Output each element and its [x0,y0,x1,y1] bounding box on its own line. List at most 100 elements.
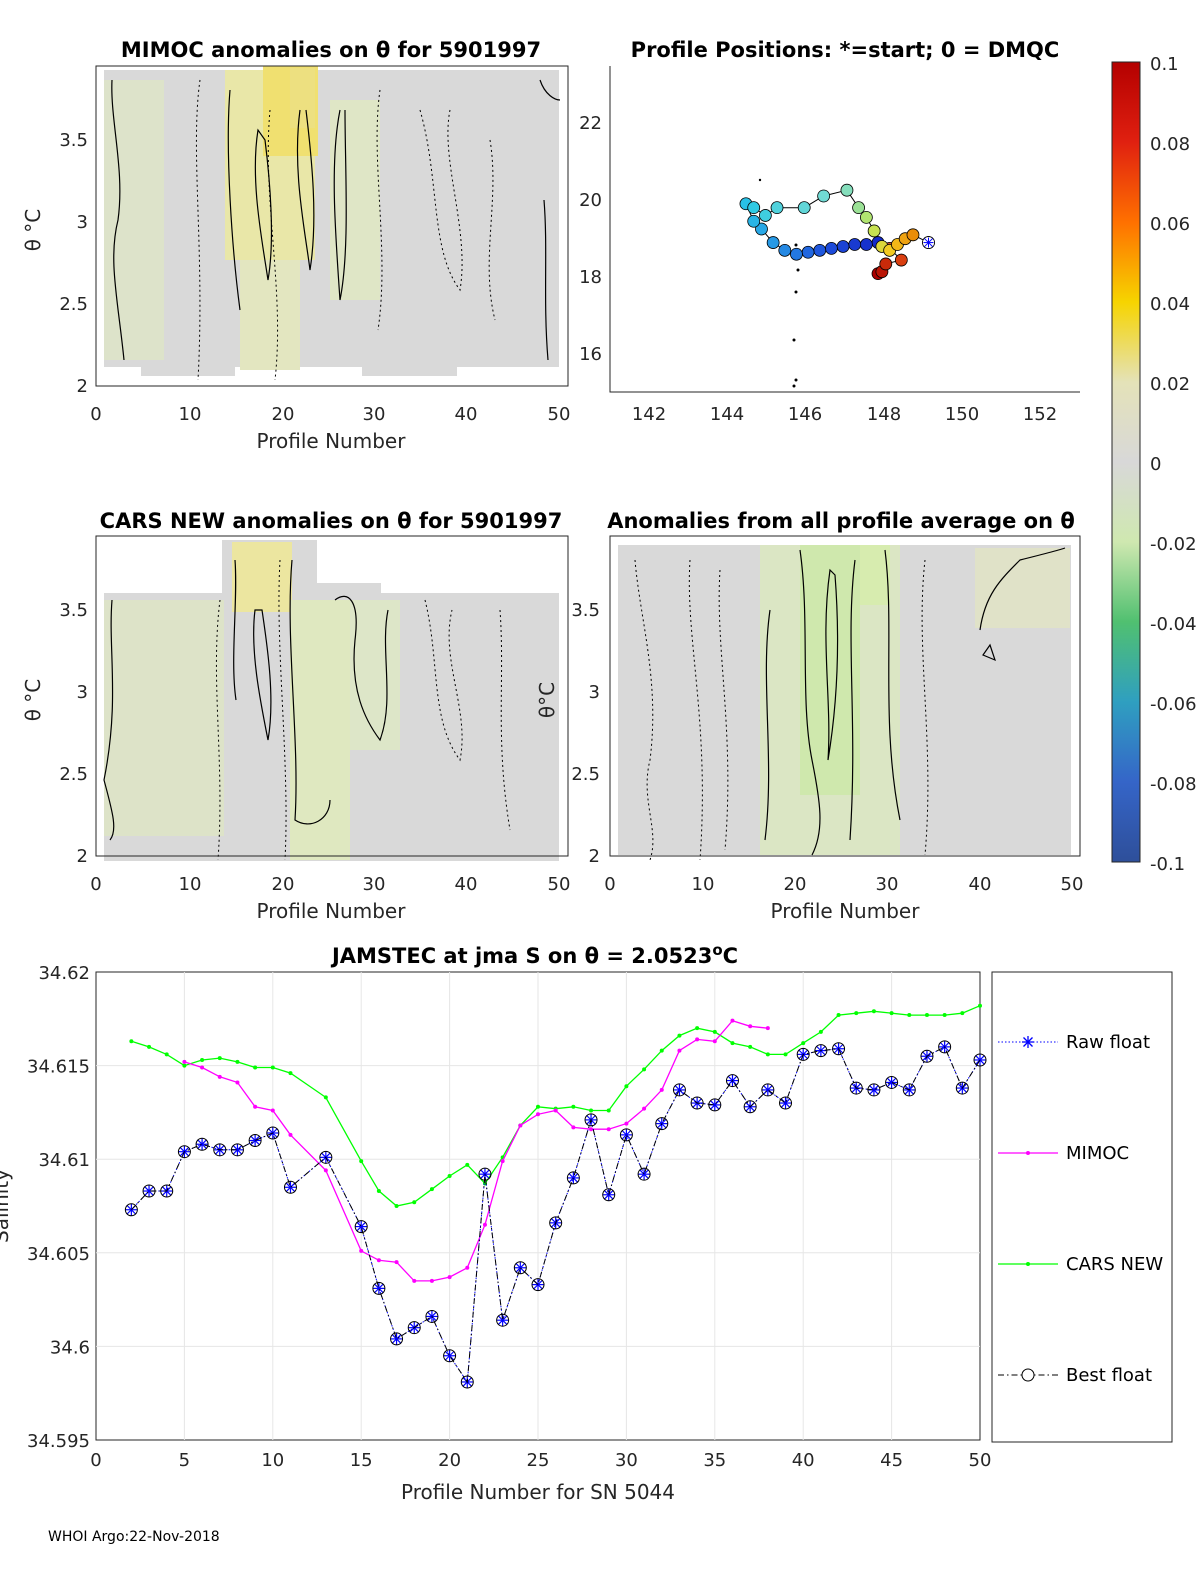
cars-xtick: 30 [363,874,386,895]
data-point [642,1067,647,1072]
data-point [270,1108,275,1113]
x-tick-label: 10 [261,1450,284,1471]
data-point [429,1278,434,1283]
colorbar-tick: 0.04 [1150,294,1190,315]
data-point [284,1181,297,1194]
positions-xtick: 148 [867,404,901,425]
colorbar-tick: 0.08 [1150,134,1190,155]
colorbar-tick: -0.08 [1150,774,1197,795]
data-point [248,1133,262,1147]
data-point [447,1174,452,1179]
data-point [496,1313,510,1327]
x-tick-label: 30 [615,1450,638,1471]
data-point [142,1184,156,1198]
data-point [761,1083,774,1096]
data-point [620,1128,633,1141]
data-point [372,1281,386,1295]
positions-axes [609,66,1080,393]
legend-cars-new: CARS NEW [998,1254,1163,1275]
positions-xticks: 142 144 146 148 150 152 [632,404,1057,425]
data-point [885,1076,898,1089]
allavg-field [618,545,1071,855]
x-tick-label: 40 [792,1450,815,1471]
positions-xtick: 142 [632,404,666,425]
mimoc-yticks: 2 2.5 3 3.5 [59,130,88,397]
data-point [500,1159,505,1164]
chart-series [124,1003,987,1389]
data-point [659,1048,664,1053]
mimoc-panel: MIMOC anomalies on θ for 5901997 [21,38,570,453]
profile-position [852,201,865,215]
data-point [359,1159,364,1164]
data-point [818,1029,823,1034]
data-point [606,1108,611,1113]
mimoc-xtick: 10 [179,404,202,425]
chart-title-sup: o [712,941,722,959]
data-point [213,1143,227,1157]
data-point [938,1040,952,1054]
data-point [536,1104,540,1109]
legend-label: CARS NEW [1066,1254,1163,1275]
chart-yticks: 34.595 34.6 34.605 34.61 34.615 34.62 [27,963,90,1452]
data-point [712,1029,717,1034]
data-point [973,1053,987,1067]
positions-title: Profile Positions: *=start; 0 = DMQC [631,38,1060,62]
positions-scatter-points [758,178,800,388]
data-point [849,1081,863,1095]
legend-label: MIMOC [1066,1143,1129,1164]
allavg-yticks: 2 2.5 3 3.5 [571,600,600,867]
data-point [624,1121,629,1126]
cars-xtick: 40 [455,874,478,895]
data-point [359,1248,364,1253]
data-point [536,1112,540,1117]
mimoc-ytick: 2 [77,376,88,397]
data-point [230,1143,244,1157]
data-point [695,1026,700,1031]
profile-position [797,201,811,215]
data-point [672,1083,686,1097]
profile-position [766,236,780,249]
profile-position [879,257,893,271]
data-point [182,1063,187,1068]
data-point [518,1123,523,1128]
data-point [602,1188,616,1202]
data-point [465,1265,470,1270]
data-point [319,1150,333,1164]
data-point [217,1074,222,1079]
data-point [412,1200,417,1205]
allavg-ytick: 2.5 [571,764,600,785]
profile-position [747,214,761,228]
cars-xlabel: Profile Number [257,899,407,923]
data-point [482,1222,487,1227]
colorbar-tick: -0.04 [1150,614,1197,635]
profile-position [906,228,920,242]
dot-icon [1026,1262,1030,1266]
colorbar: 0.1 0.08 0.06 0.04 0.02 0 -0.02 -0.04 -0… [1111,54,1197,875]
colorbar-tick: 0.1 [1150,54,1179,75]
data-point [182,1059,187,1064]
data-point [447,1275,452,1280]
data-point [624,1084,629,1089]
data-point [124,1203,138,1217]
profile-position [778,243,792,257]
data-point [217,1056,222,1061]
chart-title-main: JAMSTEC at jma S on θ = 2.0523 [330,944,712,968]
start-marker-icon [922,236,935,249]
data-point [407,1321,421,1335]
data-point [323,1168,328,1173]
data-point [677,1048,682,1053]
positions-ytick: 16 [579,344,602,365]
footer-credit: WHOI Argo:22-Nov-2018 [48,1529,220,1545]
data-point [889,1011,894,1016]
colorbar-ticks: 0.1 0.08 0.06 0.04 0.02 0 -0.02 -0.04 -0… [1150,54,1197,875]
data-point [429,1187,434,1192]
profile-position [859,210,873,224]
data-point [266,1126,280,1140]
data-point [200,1065,205,1070]
mimoc-contours [111,79,561,361]
data-point [513,1261,527,1275]
data-point [443,1349,456,1362]
cars-xticks: 0 10 20 30 40 50 [90,874,570,895]
data-point [677,1033,682,1038]
data-point [549,1216,563,1230]
